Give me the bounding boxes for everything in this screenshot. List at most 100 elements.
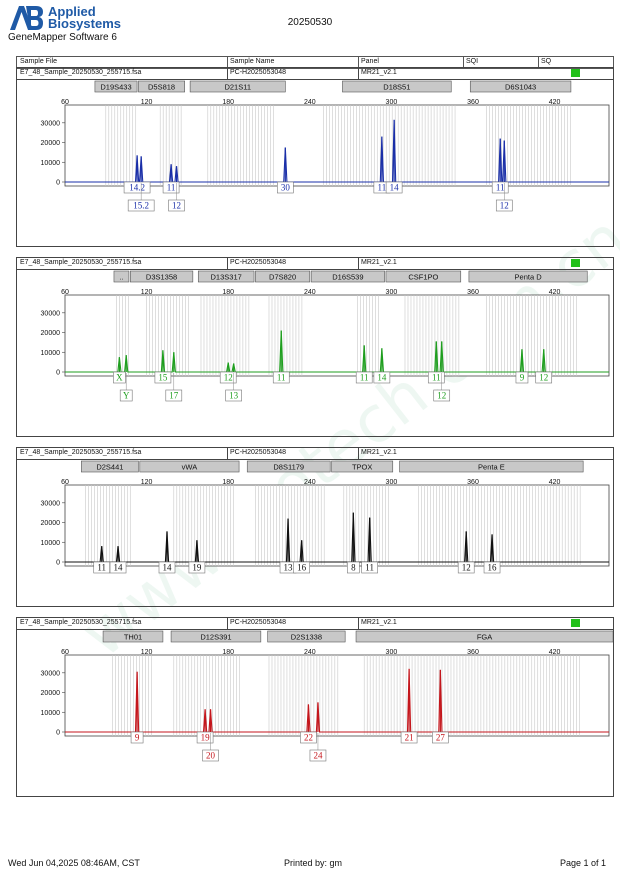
allele-box [432, 731, 449, 744]
y-tick-label: 30000 [41, 310, 61, 317]
allele-label: 13 [284, 563, 294, 573]
marker-label: CSF1PO [408, 273, 438, 282]
marker-label: D2S1338 [291, 633, 322, 642]
electropherogram-panel-black: E7_48_Sample_20250530_255715.fsa PC-H202… [16, 447, 614, 607]
allele-label: 11 [432, 373, 441, 383]
marker-label: TPOX [352, 463, 372, 472]
col-sqi: SQI [466, 58, 479, 65]
allele-label: 16 [297, 563, 307, 573]
y-tick-label: 10000 [41, 160, 61, 167]
allele-box [272, 371, 290, 384]
allele-label: 16 [488, 563, 498, 573]
chart-black: D2S441 vWA D8S1179 TPOX Penta E60 120 180 240 30… [41, 460, 610, 574]
marker-box [197, 270, 255, 283]
allele-box [457, 561, 475, 574]
electropherogram-panel-green: E7_48_Sample_20250530_255715.fsa PC-H202… [16, 257, 614, 437]
marker-box [81, 460, 139, 473]
allele-box [168, 199, 185, 212]
marker-box [469, 80, 572, 93]
x-tick-label: 180 [222, 99, 234, 106]
marker-box [468, 270, 588, 283]
marker-label: D3S1358 [146, 273, 177, 282]
x-tick-label: 300 [386, 479, 398, 486]
marker-box [170, 630, 262, 643]
allele-label: 11 [167, 183, 176, 193]
marker-label: FGA [477, 633, 492, 642]
allele-box [109, 561, 127, 574]
marker-box [385, 270, 462, 283]
report-date: 20250530 [287, 17, 333, 28]
x-tick-label: 60 [61, 289, 69, 296]
marker-label: D13S317 [211, 273, 242, 282]
marker-label: TH01 [124, 633, 142, 642]
chart-green: .. D3S1358 D13S317 D7S820 D16S539 CSF1PO Penta… [41, 270, 610, 402]
allele-label: 14 [377, 373, 387, 383]
allele-box [400, 731, 418, 744]
marker-box [139, 460, 240, 473]
allele-box [123, 181, 151, 194]
plot-frame [64, 654, 610, 737]
allele-label: 9 [520, 373, 525, 383]
allele-box [483, 561, 501, 574]
allele-box [196, 731, 214, 744]
x-tick-label: 420 [549, 289, 561, 296]
software-name: GeneMapper Software 6 [8, 32, 117, 43]
allele-box [495, 199, 513, 212]
allele-label: 11 [378, 183, 387, 193]
marker-label: D12S391 [200, 633, 231, 642]
x-tick-label: 420 [549, 649, 561, 656]
print-date: Wed Jun 04,2025 08:46AM, CST [8, 858, 140, 868]
allele-box [119, 389, 133, 402]
allele-label: 11 [97, 563, 106, 573]
allele-label: 11 [496, 183, 505, 193]
allele-box [309, 749, 327, 762]
allele-label: X [116, 373, 123, 383]
sample-info-row: E7_48_Sample_20250530_255715.fsa PC-H202… [17, 448, 613, 460]
sample-info-row: E7_48_Sample_20250530_255715.fsa PC-H202… [17, 618, 613, 630]
x-tick-label: 360 [467, 479, 479, 486]
marker-label: D7S820 [269, 273, 296, 282]
allele-label: 17 [169, 391, 179, 401]
x-tick-label: 180 [222, 649, 234, 656]
allele-label: 22 [304, 733, 313, 743]
y-tick-label: 0 [56, 560, 60, 567]
allele-label: 12 [172, 201, 181, 211]
marker-box [189, 80, 286, 93]
allele-box [347, 561, 360, 574]
col-sample-file: Sample File [20, 58, 57, 65]
allele-label: 15.2 [133, 201, 149, 211]
allele-box [277, 181, 294, 194]
allele-label: 11 [277, 373, 286, 383]
allele-label: 24 [313, 751, 323, 761]
y-tick-label: 30000 [41, 120, 61, 127]
allele-box [433, 389, 451, 402]
sample-panel: MR21_v2.1 [361, 619, 397, 626]
allele-label: 12 [437, 391, 446, 401]
plot-frame [64, 104, 610, 187]
x-tick-label: 180 [222, 479, 234, 486]
x-tick-label: 120 [141, 649, 153, 656]
marker-box [267, 630, 346, 643]
y-tick-label: 20000 [41, 140, 61, 147]
x-tick-label: 420 [549, 479, 561, 486]
marker-label: D16S539 [332, 273, 363, 282]
x-tick-label: 360 [467, 289, 479, 296]
marker-label: D21S11 [224, 83, 251, 92]
allele-box [127, 199, 155, 212]
allele-box [293, 561, 310, 574]
allele-label: 21 [405, 733, 414, 743]
x-tick-label: 300 [386, 99, 398, 106]
marker-label: .. [119, 273, 123, 282]
sample-panel: MR21_v2.1 [361, 259, 397, 266]
allele-label: 27 [436, 733, 446, 743]
allele-box [300, 731, 317, 744]
marker-box [113, 270, 130, 283]
sample-name: PC-H2025053048 [230, 69, 287, 76]
col-sq: SQ [541, 58, 552, 65]
y-tick-label: 20000 [41, 330, 61, 337]
x-tick-label: 300 [386, 649, 398, 656]
allele-box [158, 561, 176, 574]
sample-file: E7_48_Sample_20250530_255715.fsa [20, 259, 142, 266]
allele-label: 14 [163, 563, 173, 573]
allele-box [113, 371, 126, 384]
